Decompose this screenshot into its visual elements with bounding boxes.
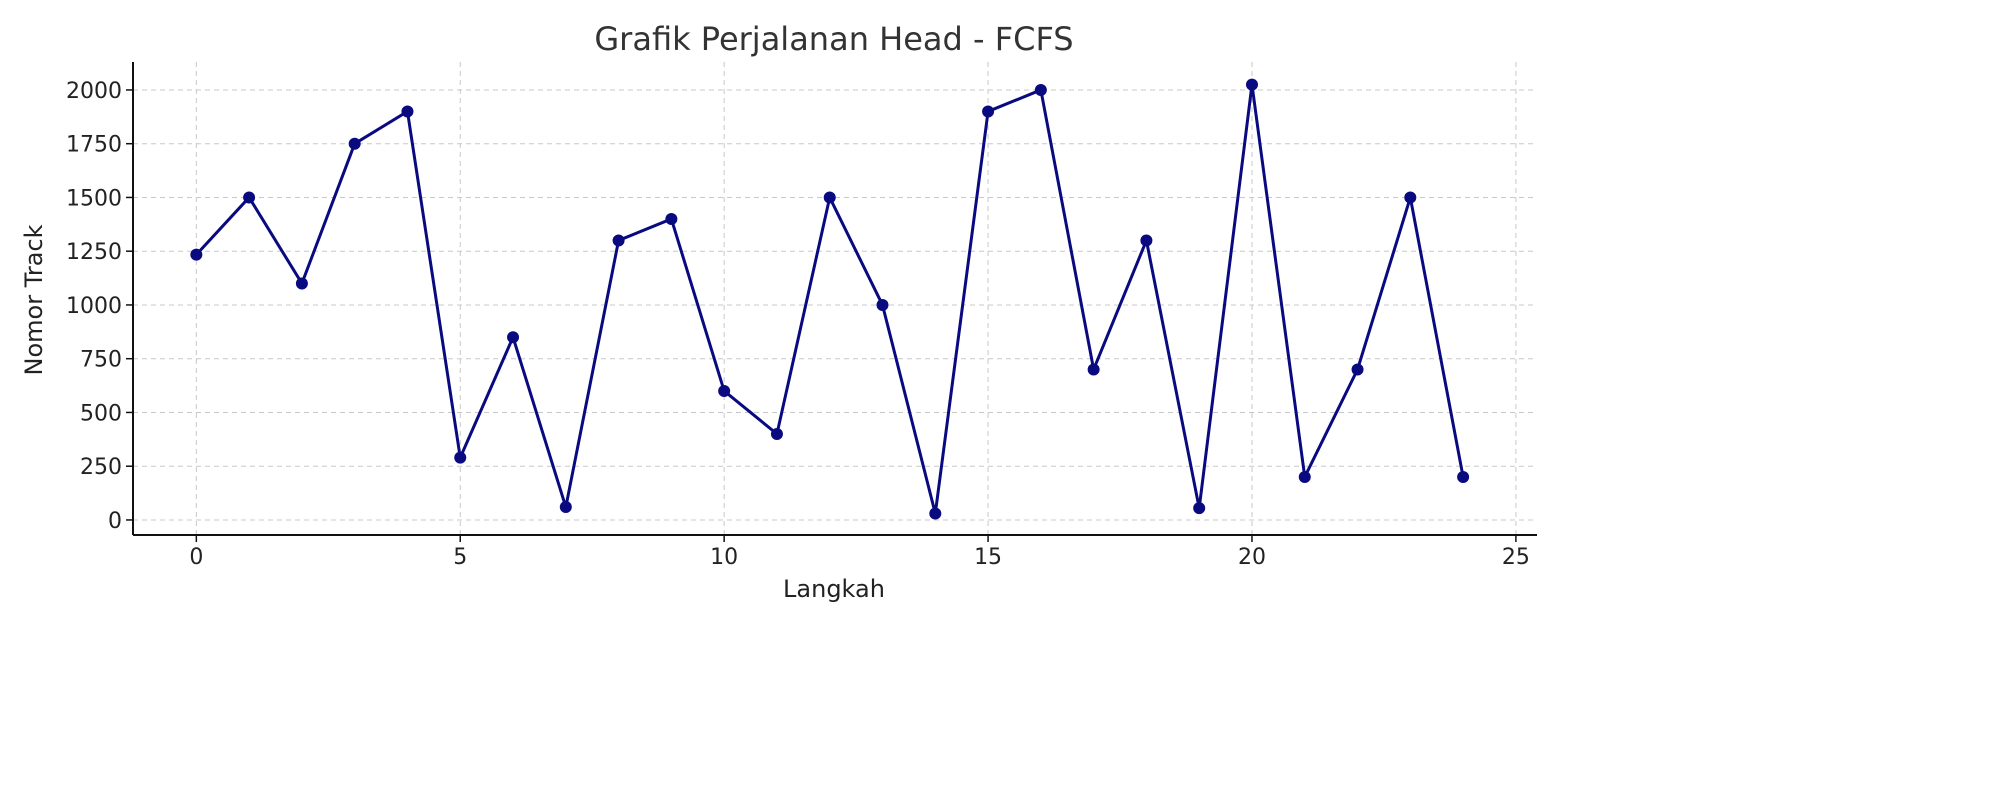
data-point: [612, 234, 625, 247]
data-point: [295, 277, 308, 290]
data-point: [1351, 363, 1364, 376]
data-point: [718, 384, 731, 397]
data-point: [665, 212, 678, 225]
data-point: [190, 248, 203, 261]
x-tick-label: 0: [189, 545, 203, 570]
data-point: [1245, 78, 1258, 91]
data-point: [1140, 234, 1153, 247]
data-point: [401, 105, 414, 118]
line-chart: Grafik Perjalanan Head - FCFS Langkah No…: [20, 20, 1537, 603]
data-point: [1193, 502, 1206, 515]
data-point: [929, 507, 942, 520]
data-point: [348, 137, 361, 150]
x-tick-label: 10: [710, 545, 738, 570]
data-point: [1457, 470, 1470, 483]
data-point: [243, 191, 256, 204]
data-point: [876, 298, 889, 311]
data-point: [1087, 363, 1100, 376]
data-point: [823, 191, 836, 204]
data-point: [1298, 470, 1311, 483]
y-tick-label: 1000: [66, 294, 122, 319]
y-axis-label: Nomor Track: [20, 224, 48, 375]
chart-title: Grafik Perjalanan Head - FCFS: [594, 20, 1073, 58]
y-tick-label: 2000: [66, 79, 122, 104]
x-tick-label: 15: [974, 545, 1002, 570]
y-tick-label: 1750: [66, 133, 122, 158]
x-tick-label: 5: [453, 545, 467, 570]
data-point: [559, 501, 572, 514]
data-point: [982, 105, 995, 118]
y-tick-label: 0: [108, 509, 122, 534]
series-line: [194, 83, 1465, 515]
x-tick-label: 25: [1502, 545, 1530, 570]
y-tick-label: 750: [80, 348, 122, 373]
data-point: [1034, 83, 1047, 96]
grid: [133, 62, 1537, 535]
data-point: [1404, 191, 1417, 204]
data-point: [770, 427, 783, 440]
chart-container: Grafik Perjalanan Head - FCFS Langkah No…: [20, 20, 1537, 603]
data-point: [507, 331, 520, 344]
x-tick-label: 20: [1238, 545, 1266, 570]
y-tick-label: 500: [80, 401, 122, 426]
x-axis-label: Langkah: [783, 575, 885, 603]
series-layer: [190, 78, 1470, 520]
y-tick-label: 1250: [66, 240, 122, 265]
data-point: [454, 451, 467, 464]
y-tick-label: 1500: [66, 186, 122, 211]
y-tick-label: 250: [80, 455, 122, 480]
